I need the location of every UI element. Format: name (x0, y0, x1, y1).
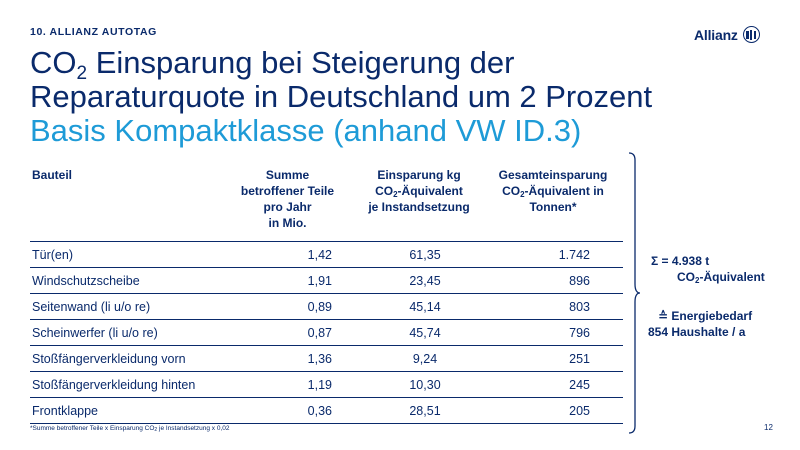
sum-total: Σ = 4.938 t (651, 254, 710, 268)
cell-per-repair: 45,14 (355, 293, 483, 320)
total-summary: Σ = 4.938 t CO2-Äquivalent (651, 253, 765, 285)
event-tag: 10. ALLIANZ AUTOTAG (30, 26, 157, 38)
cell-count: 1,36 (220, 345, 355, 372)
cell-count: 1,19 (220, 371, 355, 398)
cell-total: 796 (483, 319, 623, 346)
table-row: Seitenwand (li u/o re) 0,89 45,14 803 (30, 293, 623, 320)
energy-line-1: ≙ Energiebedarf (658, 309, 753, 323)
cell-total: 803 (483, 293, 623, 320)
table-header-row: Bauteil Summe betroffener Teile pro Jahr… (30, 167, 623, 242)
title-line-1: CO2 Einsparung bei Steigerung der (30, 45, 515, 84)
table-row: Tür(en) 1,42 61,35 1.742 (30, 241, 623, 268)
savings-table: Bauteil Summe betroffener Teile pro Jahr… (30, 167, 623, 424)
table-row: Windschutzscheibe 1,91 23,45 896 (30, 267, 623, 294)
header-count: Summe betroffener Teile pro Jahr in Mio. (240, 168, 335, 230)
curly-brace-icon (628, 152, 641, 434)
cell-count: 1,91 (220, 267, 355, 294)
header-per-repair: Einsparung kg CO2-Äquivalent je Instands… (368, 168, 470, 214)
cell-per-repair: 28,51 (355, 397, 483, 424)
cell-total: 245 (483, 371, 623, 398)
cell-part: Windschutzscheibe (30, 267, 220, 294)
cell-part: Scheinwerfer (li u/o re) (30, 319, 220, 346)
cell-part: Stoßfängerverkleidung hinten (30, 371, 220, 398)
cell-total: 1.742 (483, 241, 623, 268)
table-row: Stoßfängerverkleidung hinten 1,19 10,30 … (30, 371, 623, 398)
cell-per-repair: 10,30 (355, 371, 483, 398)
cell-per-repair: 23,45 (355, 267, 483, 294)
cell-per-repair: 45,74 (355, 319, 483, 346)
cell-count: 1,42 (220, 241, 355, 268)
allianz-eagle-icon (742, 26, 760, 43)
table-row: Frontklappe 0,36 28,51 205 (30, 397, 623, 424)
cell-total: 205 (483, 397, 623, 424)
header-part: Bauteil (32, 168, 73, 182)
allianz-logo: Allianz (694, 26, 760, 43)
cell-total: 896 (483, 267, 623, 294)
cell-total: 251 (483, 345, 623, 372)
table-row: Scheinwerfer (li u/o re) 0,87 45,74 796 (30, 319, 623, 346)
cell-part: Tür(en) (30, 241, 220, 268)
cell-count: 0,89 (220, 293, 355, 320)
table-row: Stoßfängerverkleidung vorn 1,36 9,24 251 (30, 345, 623, 372)
cell-count: 0,36 (220, 397, 355, 424)
cell-per-repair: 61,35 (355, 241, 483, 268)
energy-line-2: 854 Haushalte / a (648, 325, 746, 339)
energy-equivalent: ≙ Energiebedarf 854 Haushalte / a (648, 308, 752, 340)
cell-per-repair: 9,24 (355, 345, 483, 372)
cell-part: Stoßfängerverkleidung vorn (30, 345, 220, 372)
footnote: *Summe betroffener Teile x Einsparung CO… (30, 425, 230, 433)
cell-part: Seitenwand (li u/o re) (30, 293, 220, 320)
cell-part: Frontklappe (30, 397, 220, 424)
page-number: 12 (764, 423, 773, 432)
title-line-2: Reparaturquote in Deutschland um 2 Proze… (30, 79, 653, 114)
logo-wordmark: Allianz (694, 26, 738, 43)
sum-unit: CO2-Äquivalent (677, 270, 765, 285)
slide-subtitle: Basis Kompaktklasse (anhand VW ID.3) (30, 113, 582, 148)
cell-count: 0,87 (220, 319, 355, 346)
slide-title: CO2 Einsparung bei Steigerung der Repara… (30, 46, 750, 148)
header-total: Gesamteinsparung CO2-Äquivalent in Tonne… (498, 168, 608, 214)
